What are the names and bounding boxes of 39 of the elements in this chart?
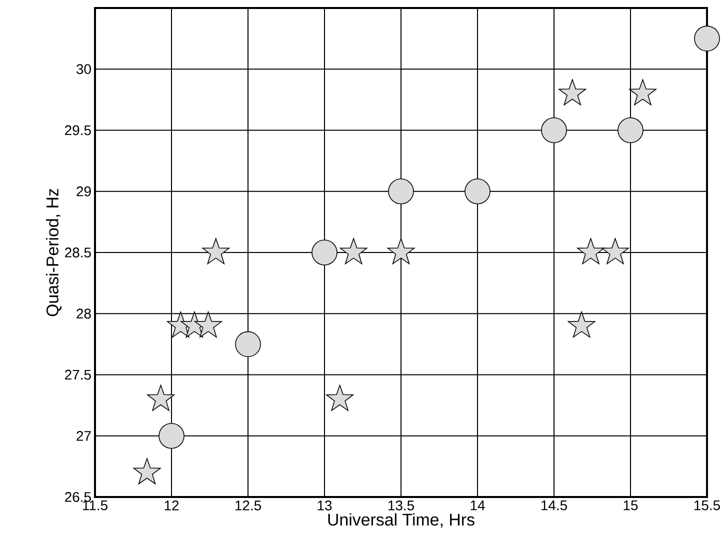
y-tick-label: 27.5 [65, 370, 91, 380]
y-tick-label: 29 [76, 186, 91, 196]
y-tick-label: 26.5 [65, 492, 91, 502]
point [618, 117, 644, 144]
point [694, 26, 720, 52]
x-tick-label: 12 [164, 500, 179, 510]
point [464, 178, 490, 204]
y-tick-label: 30 [76, 64, 91, 74]
x-tick-label: 15.5 [694, 500, 720, 510]
point [629, 79, 656, 106]
point [558, 79, 586, 106]
point [340, 238, 368, 264]
point [326, 384, 354, 411]
point [387, 238, 415, 264]
point [577, 238, 604, 264]
x-tick-label: 14 [470, 500, 485, 510]
point [235, 331, 261, 358]
x-tick-label: 11.5 [83, 500, 108, 510]
y-tick-label: 28.5 [65, 248, 91, 258]
x-tick-label: 12.5 [235, 500, 261, 510]
y-tick-label: 28 [76, 308, 91, 319]
x-tick-label: 13.5 [388, 500, 414, 510]
point [601, 238, 629, 264]
point [568, 311, 596, 338]
point [147, 384, 175, 411]
x-tick-label: 15 [624, 500, 638, 510]
x-axis-title: Universal Time, Hrs [328, 513, 474, 528]
y-tick-label: 27 [76, 430, 91, 441]
y-axis-title: Quasi-Period, Hz [46, 188, 62, 316]
point [388, 178, 414, 204]
point [541, 117, 567, 144]
point [202, 238, 230, 264]
point [133, 458, 161, 484]
point [194, 311, 222, 338]
point [158, 422, 184, 449]
x-tick-label: 13 [318, 500, 332, 510]
x-tick-label: 14.5 [541, 500, 567, 510]
point [312, 240, 338, 266]
y-tick-label: 29.5 [65, 125, 91, 136]
